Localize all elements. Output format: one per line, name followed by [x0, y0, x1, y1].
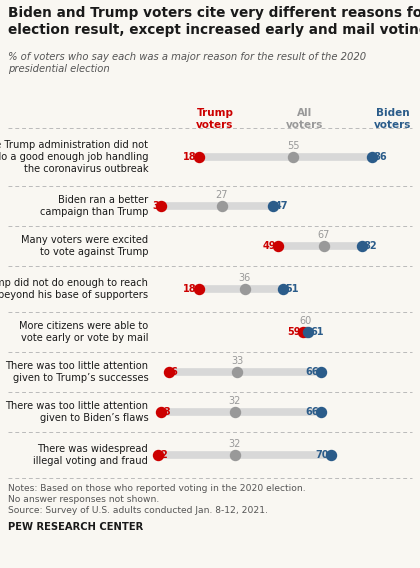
- Text: More citizens were able to
vote early or vote by mail: More citizens were able to vote early or…: [19, 321, 148, 343]
- Text: Biden and Trump voters cite very different reasons for
election result, except i: Biden and Trump voters cite very differe…: [8, 6, 420, 37]
- Text: 86: 86: [374, 152, 388, 162]
- Point: [196, 285, 202, 294]
- Text: 6: 6: [171, 367, 177, 377]
- Text: Source: Survey of U.S. adults conducted Jan. 8-12, 2021.: Source: Survey of U.S. adults conducted …: [8, 506, 268, 515]
- Point: [234, 367, 241, 377]
- Point: [300, 328, 307, 337]
- Text: 55: 55: [287, 141, 299, 151]
- Text: Biden ran a better
campaign than Trump: Biden ran a better campaign than Trump: [40, 195, 148, 217]
- Text: 36: 36: [239, 273, 251, 283]
- Point: [368, 152, 375, 161]
- Text: All
voters: All voters: [286, 108, 324, 130]
- Point: [158, 202, 164, 211]
- Text: 32: 32: [228, 439, 241, 449]
- Text: 70: 70: [316, 450, 329, 460]
- Text: The Trump administration did not
do a good enough job handling
the coronavirus o: The Trump administration did not do a go…: [0, 140, 148, 174]
- Point: [318, 407, 324, 416]
- Text: 18: 18: [184, 284, 197, 294]
- Text: 33: 33: [231, 356, 243, 366]
- Point: [196, 152, 202, 161]
- Point: [358, 241, 365, 250]
- Text: Trump
voters: Trump voters: [196, 108, 234, 130]
- Text: No answer responses not shown.: No answer responses not shown.: [8, 495, 159, 504]
- Text: 18: 18: [184, 152, 197, 162]
- Point: [165, 367, 172, 377]
- Text: Biden
voters: Biden voters: [374, 108, 412, 130]
- Text: 3: 3: [163, 407, 170, 417]
- Text: 82: 82: [364, 241, 377, 251]
- Text: There was too little attention
given to Biden’s flaws: There was too little attention given to …: [5, 401, 148, 423]
- Text: 32: 32: [228, 396, 241, 406]
- Point: [269, 202, 276, 211]
- Text: 51: 51: [285, 284, 298, 294]
- Point: [158, 407, 164, 416]
- Text: 67: 67: [318, 230, 330, 240]
- Point: [155, 450, 162, 460]
- Text: PEW RESEARCH CENTER: PEW RESEARCH CENTER: [8, 522, 143, 532]
- Text: % of voters who say each was a major reason for the result of the 2020
president: % of voters who say each was a major rea…: [8, 52, 366, 74]
- Text: There was widespread
illegal voting and fraud: There was widespread illegal voting and …: [34, 444, 148, 466]
- Text: 59: 59: [288, 327, 301, 337]
- Point: [231, 407, 238, 416]
- Text: 66: 66: [305, 367, 319, 377]
- Point: [290, 152, 297, 161]
- Text: Notes: Based on those who reported voting in the 2020 election.: Notes: Based on those who reported votin…: [8, 484, 306, 493]
- Point: [302, 328, 309, 337]
- Text: 60: 60: [299, 316, 312, 326]
- Text: Trump did not do enough to reach
beyond his base of supporters: Trump did not do enough to reach beyond …: [0, 278, 148, 300]
- Point: [318, 367, 324, 377]
- Point: [241, 285, 248, 294]
- Text: 66: 66: [305, 407, 319, 417]
- Point: [218, 202, 225, 211]
- Text: 2: 2: [160, 450, 167, 460]
- Text: 49: 49: [262, 241, 276, 251]
- Point: [231, 450, 238, 460]
- Point: [328, 450, 334, 460]
- Point: [280, 285, 286, 294]
- Point: [320, 241, 327, 250]
- Point: [305, 328, 312, 337]
- Text: There was too little attention
given to Trump’s successes: There was too little attention given to …: [5, 361, 148, 383]
- Text: 3: 3: [152, 201, 159, 211]
- Text: 47: 47: [275, 201, 288, 211]
- Text: Many voters were excited
to vote against Trump: Many voters were excited to vote against…: [21, 235, 148, 257]
- Point: [274, 241, 281, 250]
- Text: 27: 27: [215, 190, 228, 200]
- Text: 61: 61: [310, 327, 324, 337]
